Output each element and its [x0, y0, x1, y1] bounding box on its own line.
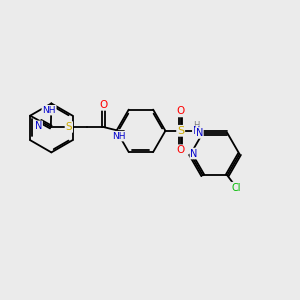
- Text: N: N: [193, 126, 200, 136]
- Text: N: N: [196, 128, 203, 138]
- Text: Cl: Cl: [231, 183, 241, 193]
- Text: S: S: [65, 122, 72, 132]
- Text: O: O: [99, 100, 107, 110]
- Text: O: O: [176, 145, 185, 155]
- Text: N: N: [190, 148, 198, 158]
- Text: O: O: [176, 106, 185, 116]
- Text: S: S: [177, 126, 184, 136]
- Text: NH: NH: [42, 106, 56, 115]
- Text: H: H: [193, 121, 200, 130]
- Text: N: N: [35, 121, 42, 131]
- Text: NH: NH: [112, 132, 125, 141]
